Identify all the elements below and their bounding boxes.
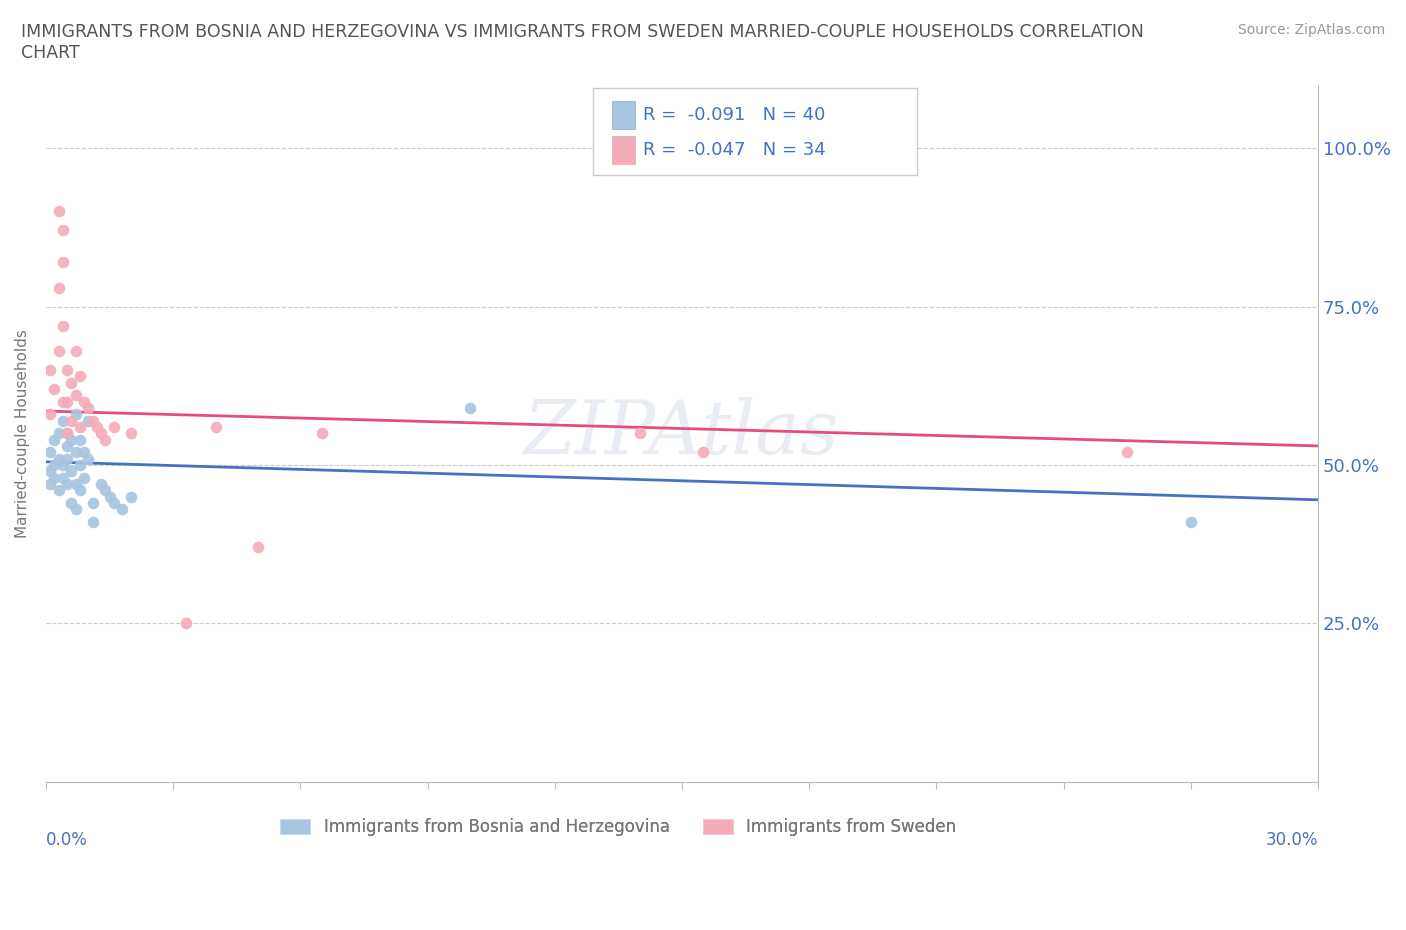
Point	[60, 464, 83, 479]
Point	[103, 496, 125, 511]
Point	[56, 438, 79, 453]
Point	[39, 445, 62, 459]
Point	[90, 476, 112, 491]
Point	[65, 445, 87, 459]
Point	[82, 413, 104, 428]
Point	[1180, 514, 1202, 529]
Point	[204, 419, 226, 434]
Point	[1116, 445, 1139, 459]
Point	[94, 432, 117, 447]
Point	[94, 483, 117, 498]
Point	[65, 343, 87, 358]
Point	[77, 413, 100, 428]
Point	[120, 426, 142, 441]
Point	[77, 401, 100, 416]
Point	[52, 471, 75, 485]
Point	[65, 406, 87, 421]
Point	[56, 451, 79, 466]
Point	[48, 483, 70, 498]
Bar	[612, 100, 636, 128]
Text: Source: ZipAtlas.com: Source: ZipAtlas.com	[1237, 23, 1385, 37]
Point	[60, 375, 83, 390]
Point	[52, 318, 75, 333]
Point	[458, 401, 481, 416]
Point	[39, 406, 62, 421]
Point	[65, 388, 87, 403]
Point	[52, 255, 75, 270]
Point	[60, 413, 83, 428]
Point	[82, 496, 104, 511]
Point	[52, 394, 75, 409]
Y-axis label: Married-couple Households: Married-couple Households	[15, 329, 30, 538]
Point	[103, 419, 125, 434]
Point	[73, 471, 96, 485]
Point	[60, 432, 83, 447]
Point	[39, 476, 62, 491]
Point	[73, 394, 96, 409]
Point	[39, 464, 62, 479]
Point	[44, 432, 66, 447]
Point	[246, 540, 269, 555]
Bar	[612, 136, 636, 164]
Point	[90, 426, 112, 441]
Text: 30.0%: 30.0%	[1265, 830, 1319, 848]
Point	[628, 426, 651, 441]
FancyBboxPatch shape	[593, 88, 917, 176]
Point	[56, 426, 79, 441]
Point	[65, 476, 87, 491]
Point	[44, 471, 66, 485]
Point	[86, 419, 108, 434]
Point	[52, 223, 75, 238]
Point	[48, 343, 70, 358]
Point	[48, 204, 70, 219]
Point	[69, 369, 91, 384]
Point	[48, 280, 70, 295]
Point	[44, 381, 66, 396]
Text: R =  -0.047   N = 34: R = -0.047 N = 34	[643, 140, 825, 159]
Point	[69, 483, 91, 498]
Point	[82, 514, 104, 529]
Point	[60, 496, 83, 511]
Text: ZIPAtlas: ZIPAtlas	[524, 397, 839, 470]
Point	[56, 426, 79, 441]
Point	[44, 458, 66, 472]
Point	[48, 451, 70, 466]
Legend: Immigrants from Bosnia and Herzegovina, Immigrants from Sweden: Immigrants from Bosnia and Herzegovina, …	[274, 812, 963, 844]
Point	[174, 616, 197, 631]
Point	[692, 445, 714, 459]
Point	[120, 489, 142, 504]
Point	[98, 489, 121, 504]
Point	[69, 432, 91, 447]
Point	[52, 413, 75, 428]
Point	[65, 502, 87, 517]
Point	[111, 502, 134, 517]
Point	[52, 458, 75, 472]
Point	[56, 394, 79, 409]
Text: IMMIGRANTS FROM BOSNIA AND HERZEGOVINA VS IMMIGRANTS FROM SWEDEN MARRIED-COUPLE : IMMIGRANTS FROM BOSNIA AND HERZEGOVINA V…	[21, 23, 1144, 62]
Point	[73, 445, 96, 459]
Text: R =  -0.091   N = 40: R = -0.091 N = 40	[643, 106, 825, 124]
Point	[48, 426, 70, 441]
Point	[69, 458, 91, 472]
Point	[39, 363, 62, 378]
Point	[77, 451, 100, 466]
Text: 0.0%: 0.0%	[46, 830, 87, 848]
Point	[56, 476, 79, 491]
Point	[56, 363, 79, 378]
Point	[311, 426, 333, 441]
Point	[69, 419, 91, 434]
